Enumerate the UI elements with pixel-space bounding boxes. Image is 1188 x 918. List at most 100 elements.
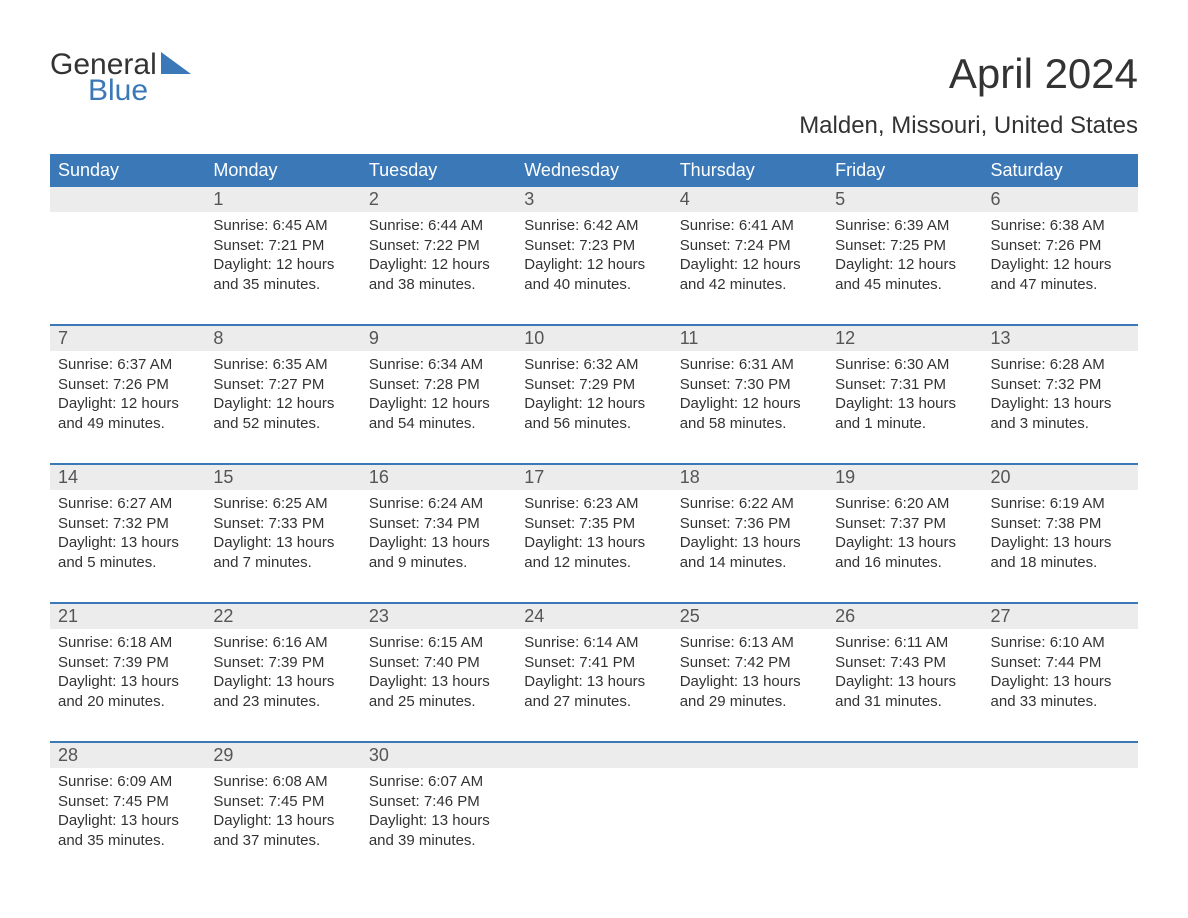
sunrise-text: Sunrise: 6:18 AM [58, 633, 197, 653]
day-cell [983, 768, 1138, 858]
daylight1-text: Daylight: 13 hours [524, 672, 663, 692]
daylight2-text: and 54 minutes. [369, 414, 508, 434]
daylight1-text: Daylight: 13 hours [58, 672, 197, 692]
sunrise-text: Sunrise: 6:22 AM [680, 494, 819, 514]
sunrise-text: Sunrise: 6:25 AM [213, 494, 352, 514]
daylight2-text: and 5 minutes. [58, 553, 197, 573]
sunrise-text: Sunrise: 6:27 AM [58, 494, 197, 514]
day-number: 14 [50, 465, 205, 490]
day-cell [516, 768, 671, 858]
sunrise-text: Sunrise: 6:14 AM [524, 633, 663, 653]
daylight1-text: Daylight: 12 hours [213, 255, 352, 275]
daynum-row: 14151617181920 [50, 465, 1138, 490]
day-number [983, 743, 1138, 768]
dayhead-mon: Monday [205, 154, 360, 187]
sunset-text: Sunset: 7:30 PM [680, 375, 819, 395]
daylight1-text: Daylight: 13 hours [991, 394, 1130, 414]
location-subtitle: Malden, Missouri, United States [50, 112, 1138, 140]
dayhead-tue: Tuesday [361, 154, 516, 187]
day-cell: Sunrise: 6:11 AMSunset: 7:43 PMDaylight:… [827, 629, 982, 719]
sunset-text: Sunset: 7:21 PM [213, 236, 352, 256]
day-cell: Sunrise: 6:20 AMSunset: 7:37 PMDaylight:… [827, 490, 982, 580]
daylight1-text: Daylight: 13 hours [213, 533, 352, 553]
day-number: 20 [983, 465, 1138, 490]
day-number [516, 743, 671, 768]
daynum-row: 21222324252627 [50, 604, 1138, 629]
day-cell: Sunrise: 6:23 AMSunset: 7:35 PMDaylight:… [516, 490, 671, 580]
logo: General Blue [50, 50, 191, 106]
day-number: 2 [361, 187, 516, 212]
day-cell: Sunrise: 6:30 AMSunset: 7:31 PMDaylight:… [827, 351, 982, 441]
sunrise-text: Sunrise: 6:09 AM [58, 772, 197, 792]
day-number: 21 [50, 604, 205, 629]
day-cell: Sunrise: 6:07 AMSunset: 7:46 PMDaylight:… [361, 768, 516, 858]
daylight1-text: Daylight: 13 hours [58, 533, 197, 553]
week-block: 78910111213Sunrise: 6:37 AMSunset: 7:26 … [50, 326, 1138, 441]
daylight2-text: and 18 minutes. [991, 553, 1130, 573]
day-cell: Sunrise: 6:08 AMSunset: 7:45 PMDaylight:… [205, 768, 360, 858]
daylight1-text: Daylight: 12 hours [835, 255, 974, 275]
day-number: 4 [672, 187, 827, 212]
day-cell: Sunrise: 6:18 AMSunset: 7:39 PMDaylight:… [50, 629, 205, 719]
day-cell: Sunrise: 6:25 AMSunset: 7:33 PMDaylight:… [205, 490, 360, 580]
day-number: 6 [983, 187, 1138, 212]
daylight2-text: and 52 minutes. [213, 414, 352, 434]
sunrise-text: Sunrise: 6:07 AM [369, 772, 508, 792]
sunset-text: Sunset: 7:41 PM [524, 653, 663, 673]
day-number: 22 [205, 604, 360, 629]
daylight2-text: and 1 minute. [835, 414, 974, 434]
dayhead-sat: Saturday [983, 154, 1138, 187]
day-number [827, 743, 982, 768]
sunrise-text: Sunrise: 6:10 AM [991, 633, 1130, 653]
daylight2-text: and 37 minutes. [213, 831, 352, 851]
sunrise-text: Sunrise: 6:08 AM [213, 772, 352, 792]
day-cell: Sunrise: 6:10 AMSunset: 7:44 PMDaylight:… [983, 629, 1138, 719]
sunset-text: Sunset: 7:26 PM [58, 375, 197, 395]
sunset-text: Sunset: 7:32 PM [991, 375, 1130, 395]
day-number: 28 [50, 743, 205, 768]
dayhead-fri: Friday [827, 154, 982, 187]
day-number: 10 [516, 326, 671, 351]
daynum-row: 123456 [50, 187, 1138, 212]
day-number: 16 [361, 465, 516, 490]
day-cell: Sunrise: 6:28 AMSunset: 7:32 PMDaylight:… [983, 351, 1138, 441]
day-number: 12 [827, 326, 982, 351]
sunset-text: Sunset: 7:22 PM [369, 236, 508, 256]
sunset-text: Sunset: 7:37 PM [835, 514, 974, 534]
daylight1-text: Daylight: 13 hours [369, 672, 508, 692]
daylight2-text: and 38 minutes. [369, 275, 508, 295]
daylight2-text: and 45 minutes. [835, 275, 974, 295]
day-cell [50, 212, 205, 302]
day-cell: Sunrise: 6:09 AMSunset: 7:45 PMDaylight:… [50, 768, 205, 858]
daylight1-text: Daylight: 12 hours [680, 255, 819, 275]
day-number: 23 [361, 604, 516, 629]
daylight1-text: Daylight: 13 hours [991, 672, 1130, 692]
day-cell: Sunrise: 6:34 AMSunset: 7:28 PMDaylight:… [361, 351, 516, 441]
daylight1-text: Daylight: 12 hours [58, 394, 197, 414]
logo-word2: Blue [88, 76, 191, 106]
daylight1-text: Daylight: 13 hours [991, 533, 1130, 553]
dayhead-wed: Wednesday [516, 154, 671, 187]
day-number: 5 [827, 187, 982, 212]
sunrise-text: Sunrise: 6:24 AM [369, 494, 508, 514]
sunset-text: Sunset: 7:46 PM [369, 792, 508, 812]
daylight2-text: and 27 minutes. [524, 692, 663, 712]
sunset-text: Sunset: 7:24 PM [680, 236, 819, 256]
cells-row: Sunrise: 6:37 AMSunset: 7:26 PMDaylight:… [50, 351, 1138, 441]
sunrise-text: Sunrise: 6:45 AM [213, 216, 352, 236]
day-number: 18 [672, 465, 827, 490]
day-number: 27 [983, 604, 1138, 629]
calendar: Sunday Monday Tuesday Wednesday Thursday… [50, 154, 1138, 858]
daylight2-text: and 47 minutes. [991, 275, 1130, 295]
sunset-text: Sunset: 7:35 PM [524, 514, 663, 534]
daylight1-text: Daylight: 12 hours [524, 255, 663, 275]
day-cell: Sunrise: 6:31 AMSunset: 7:30 PMDaylight:… [672, 351, 827, 441]
sunrise-text: Sunrise: 6:30 AM [835, 355, 974, 375]
day-number: 17 [516, 465, 671, 490]
day-number: 19 [827, 465, 982, 490]
daylight1-text: Daylight: 13 hours [369, 533, 508, 553]
day-cell: Sunrise: 6:24 AMSunset: 7:34 PMDaylight:… [361, 490, 516, 580]
week-block: 14151617181920 Sunrise: 6:27 AM Sunset: 7:… [50, 465, 1138, 580]
sunset-text: Sunset: 7:42 PM [680, 653, 819, 673]
header-row: General Blue April 2024 [50, 50, 1138, 106]
